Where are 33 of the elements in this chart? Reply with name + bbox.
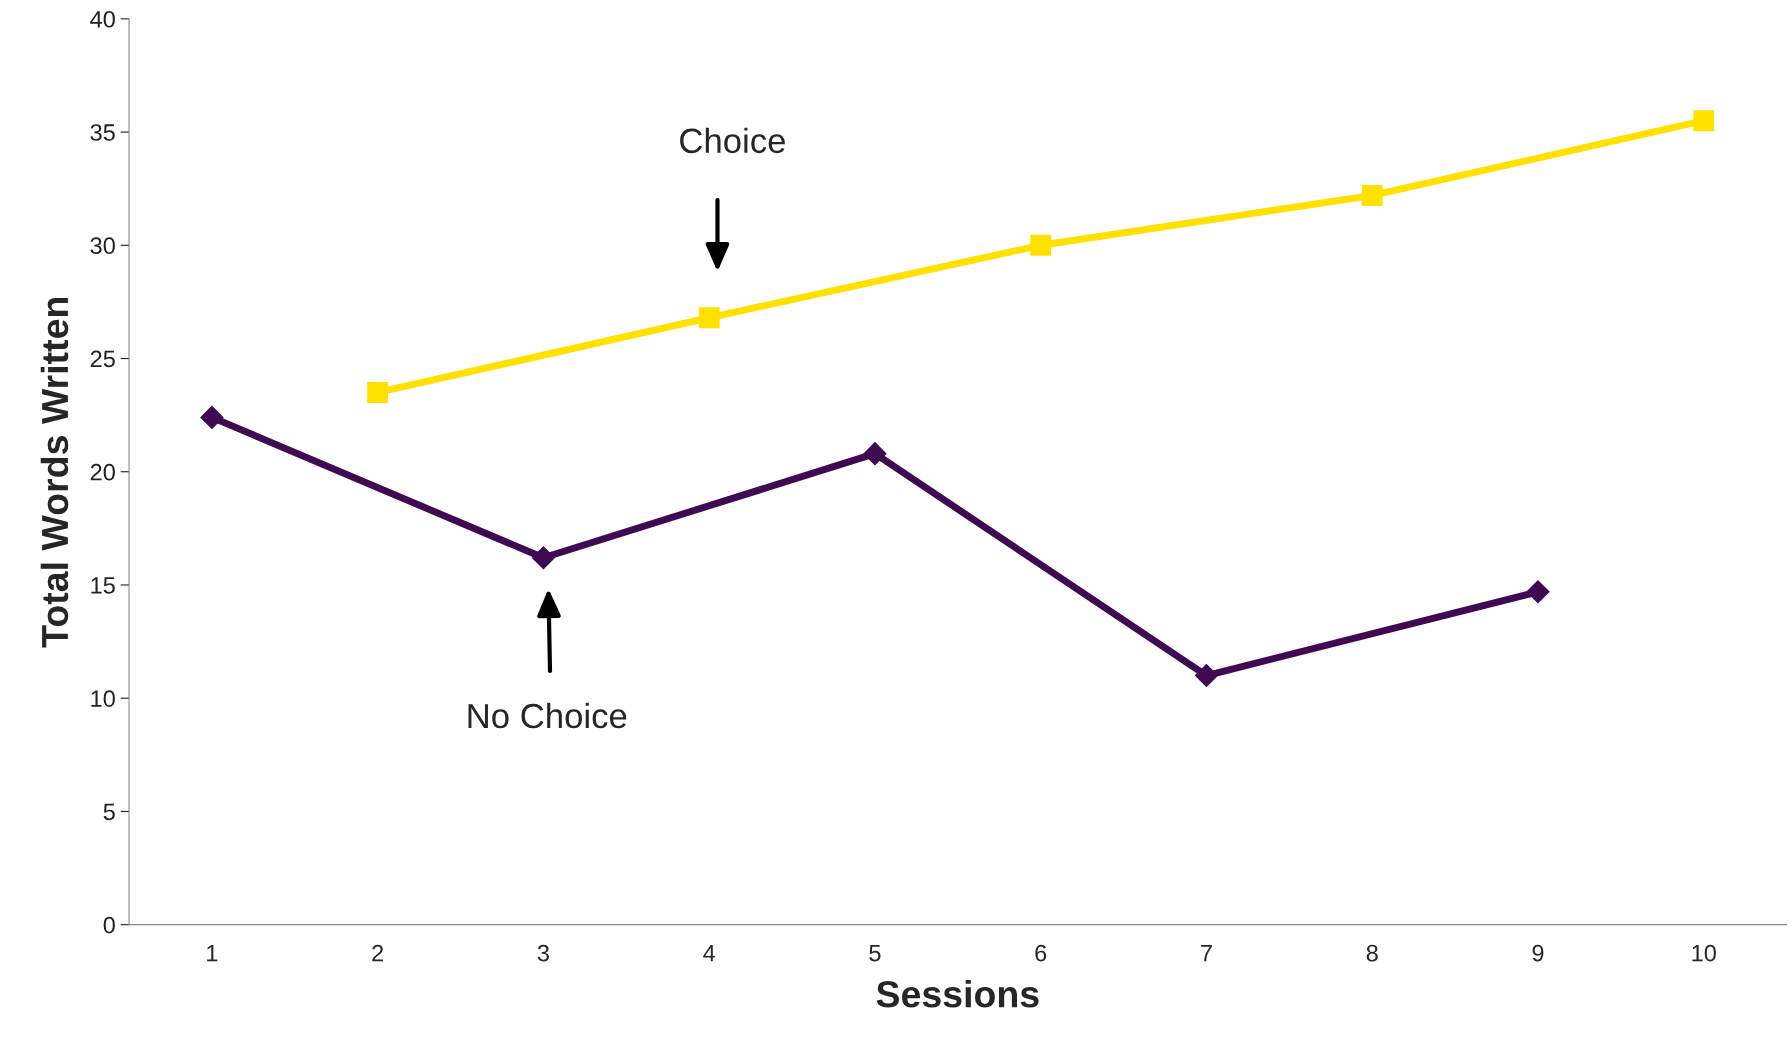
x-tick-label: 3 [537, 944, 549, 962]
point [1194, 664, 1218, 688]
x-tick-label: 8 [1366, 944, 1378, 962]
x-tick-label: 4 [703, 944, 716, 962]
point [1361, 185, 1383, 206]
point [863, 442, 887, 466]
point [1526, 580, 1550, 604]
x-tick-label: 10 [1692, 944, 1716, 962]
point [367, 382, 389, 403]
y-tick-label: 35 [90, 124, 115, 141]
x-tick-label: 7 [1201, 944, 1212, 962]
x-tick-label: 2 [372, 944, 384, 962]
annotation: Choice [680, 127, 785, 154]
x-tick-label: 9 [1532, 944, 1544, 962]
y-tick-label: 10 [91, 690, 115, 707]
x-axis-title: Sessions [876, 980, 1039, 1008]
point [531, 546, 555, 570]
y-tick-label: 5 [103, 803, 115, 821]
y-tick-label: 25 [90, 350, 115, 368]
y-tick-label: 40 [90, 10, 115, 28]
y-tick-label: 20 [90, 463, 115, 481]
y-tick-label: 15 [91, 577, 115, 594]
x-tick-label: 6 [1035, 944, 1047, 962]
x-tick-label: 1 [207, 944, 218, 962]
y-axis-title: Total Words Written [40, 297, 69, 648]
y-tick-label: 30 [90, 237, 115, 255]
point [1693, 110, 1715, 132]
x-tick-label: 5 [869, 944, 881, 962]
annotation: No Choice [468, 702, 627, 729]
y-tick-label: 0 [103, 916, 115, 934]
point [200, 405, 224, 429]
point [698, 307, 720, 329]
point [1030, 234, 1052, 256]
